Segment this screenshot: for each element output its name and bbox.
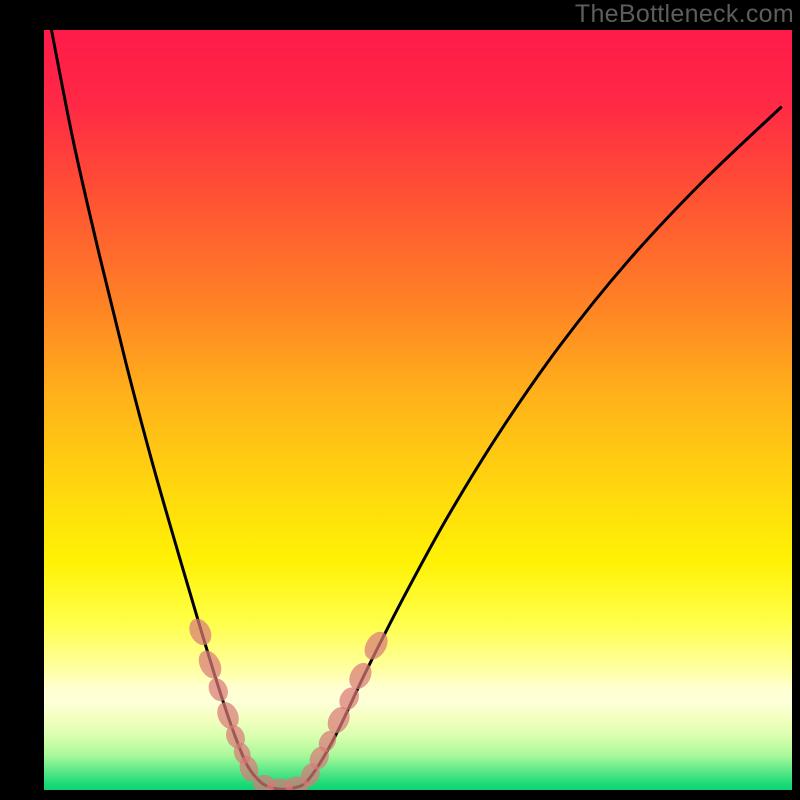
watermark-label: TheBottleneck.com bbox=[575, 0, 794, 29]
chart-svg bbox=[44, 30, 792, 790]
gradient-background bbox=[44, 30, 792, 790]
chart-container: TheBottleneck.com bbox=[0, 0, 800, 800]
plot-area bbox=[44, 30, 792, 790]
